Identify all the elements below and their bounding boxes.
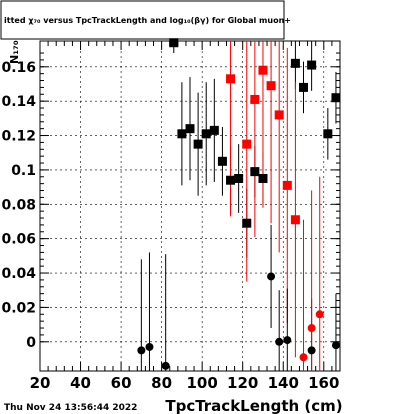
y-tick-label: 0.02 — [1, 300, 36, 316]
circle-marker — [161, 361, 170, 370]
circle-marker — [331, 341, 340, 350]
axis-ticks: 0 0.02 0.04 0.06 0.08 0.1 0.12 0.14 0.16 20 40 60 80… — [1, 41, 340, 392]
square-marker — [290, 215, 300, 225]
y-tick-label: 0.08 — [1, 197, 36, 213]
square-marker — [193, 139, 203, 149]
data-markers — [137, 38, 341, 370]
square-marker — [250, 167, 260, 177]
square-marker — [185, 124, 195, 134]
square-marker — [201, 129, 211, 139]
y-axis-title: N₁₇₀ — [8, 40, 21, 64]
square-marker — [282, 180, 292, 190]
square-marker — [209, 125, 219, 135]
y-tick-label: 0.04 — [1, 266, 36, 282]
chart-title: itted χ₇₀ versus TpcTrackLength and log₁… — [4, 16, 291, 25]
square-marker — [266, 81, 276, 91]
square-marker — [169, 38, 179, 48]
x-tick-label: 160 — [308, 374, 339, 392]
square-marker — [234, 174, 244, 183]
x-tick-label: 40 — [70, 374, 91, 392]
square-marker — [226, 175, 236, 185]
y-tick-label: 0.12 — [1, 129, 36, 145]
square-marker — [242, 218, 252, 228]
timestamp-footer: Thu Nov 24 13:56:44 2022 — [4, 403, 137, 413]
grid-lines — [40, 41, 340, 371]
circle-marker — [145, 342, 154, 351]
square-marker — [299, 82, 309, 92]
square-marker — [217, 156, 227, 166]
circle-marker — [283, 336, 292, 345]
square-marker — [331, 93, 341, 103]
x-axis-title: TpcTrackLength (cm) — [165, 397, 342, 414]
x-tick-label: 120 — [227, 374, 258, 392]
circle-marker — [307, 346, 316, 355]
square-marker — [250, 94, 260, 104]
circle-marker — [299, 353, 308, 362]
square-marker — [226, 74, 236, 84]
title-box: itted χ₇₀ versus TpcTrackLength and log₁… — [0, 0, 291, 40]
square-marker — [274, 110, 284, 120]
circle-marker — [315, 310, 324, 319]
circle-marker — [267, 272, 276, 281]
y-tick-label: 0.14 — [1, 94, 36, 110]
plot-frame — [39, 40, 341, 372]
square-marker — [323, 129, 333, 139]
circle-marker — [275, 337, 284, 346]
circle-marker — [307, 324, 316, 333]
y-tick-label: 0.1 — [11, 163, 36, 179]
square-marker — [258, 65, 268, 75]
square-marker — [242, 139, 252, 149]
square-marker — [258, 174, 268, 183]
x-tick-label: 20 — [30, 374, 51, 392]
x-tick-label: 100 — [187, 374, 218, 392]
title-frame — [0, 0, 285, 40]
y-tick-label: 0.16 — [1, 60, 36, 76]
square-marker — [177, 129, 187, 139]
x-tick-label: 80 — [151, 374, 172, 392]
circle-marker — [137, 346, 146, 355]
y-tick-label: 0.06 — [1, 232, 36, 248]
square-marker — [307, 60, 317, 70]
x-tick-label: 140 — [268, 374, 299, 392]
square-marker — [290, 58, 300, 68]
x-tick-label: 60 — [111, 374, 132, 392]
y-tick-label: 0 — [26, 335, 36, 351]
